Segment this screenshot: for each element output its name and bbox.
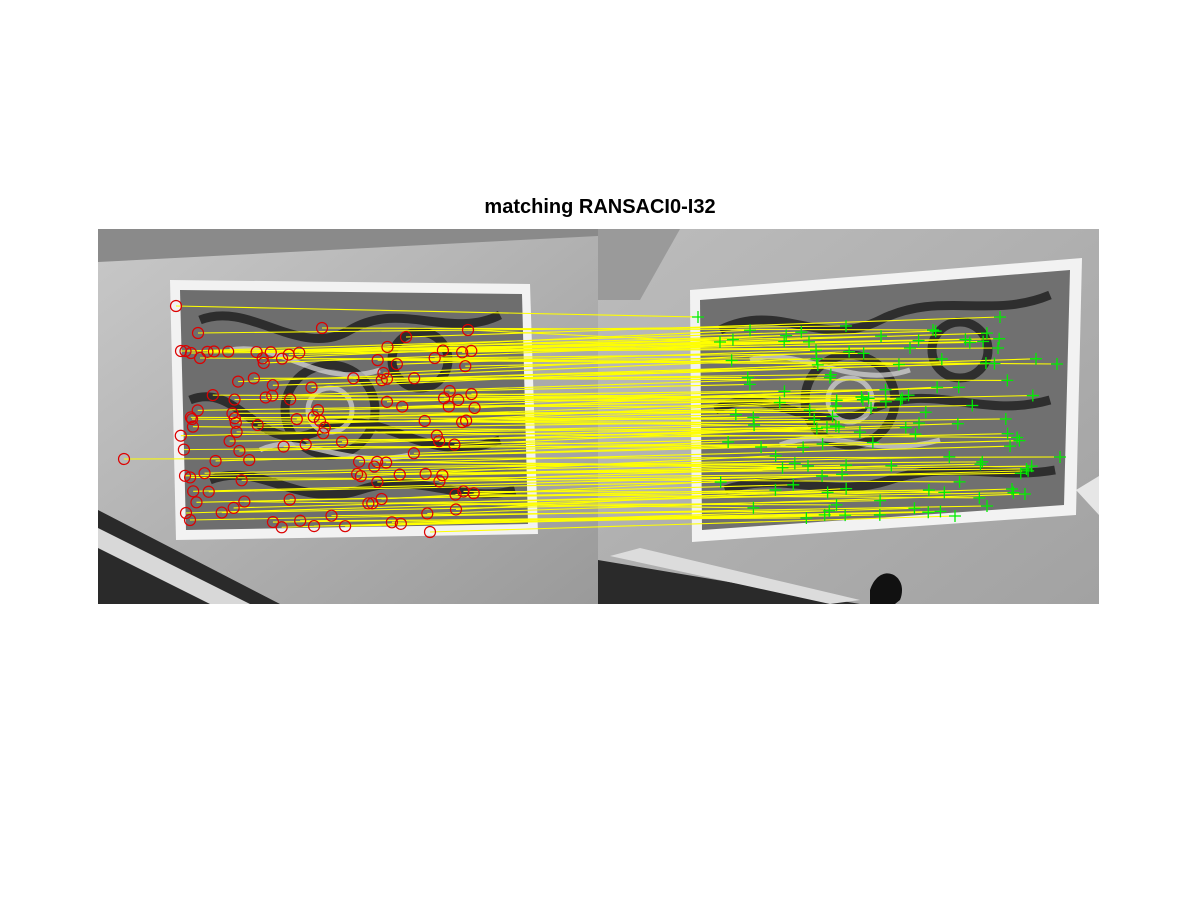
matching-figure xyxy=(0,0,1200,900)
